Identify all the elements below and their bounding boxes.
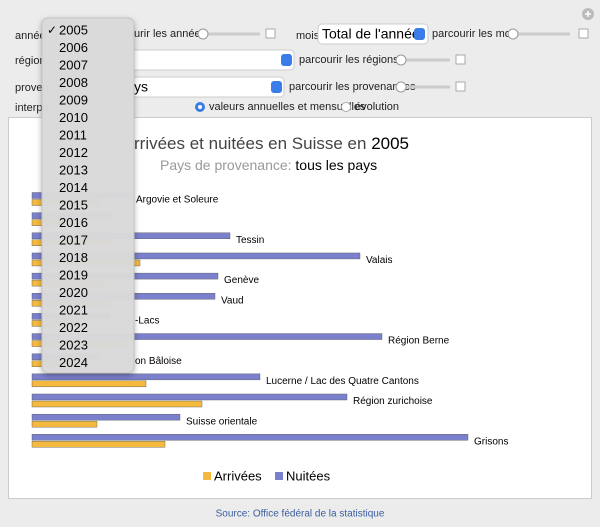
menu-item[interactable]: 2017: [59, 232, 88, 247]
title-year: 2005: [371, 134, 409, 153]
menu-item[interactable]: 2024: [59, 355, 88, 370]
menu-item[interactable]: 2006: [59, 40, 88, 55]
label: parcourir les provenances: [289, 81, 416, 93]
bar: [31, 380, 147, 388]
legend-swatch: [203, 472, 211, 480]
menu-item[interactable]: 2020: [59, 285, 88, 300]
plus-button[interactable]: [578, 28, 589, 39]
subtitle-text: Pays de provenance:: [160, 157, 292, 173]
checkmark: ✓: [47, 23, 57, 37]
menu-item[interactable]: 2018: [59, 250, 88, 265]
label: proven: [15, 82, 49, 94]
radio[interactable]: [341, 102, 351, 112]
label: région: [15, 55, 46, 67]
bar-label: Lucerne / Lac des Quatre Cantons: [266, 376, 419, 387]
bar: [31, 373, 261, 381]
slider-thumb[interactable]: [507, 28, 519, 40]
legend-swatch: [275, 472, 283, 480]
select-arrow: [281, 54, 292, 66]
label: parcourir les régions: [299, 54, 399, 66]
bar-label: Vaud: [221, 295, 244, 306]
menu-item[interactable]: 2019: [59, 267, 88, 282]
region-select[interactable]: [119, 49, 295, 71]
bar: [31, 252, 361, 260]
label: année: [15, 30, 46, 42]
menu-item[interactable]: 2012: [59, 145, 88, 160]
source: Source: Office fédéral de la statistique: [216, 509, 385, 520]
menu-item[interactable]: 2008: [59, 75, 88, 90]
chart-title: rrivées et nuitées en Suisse en 2005: [134, 134, 409, 153]
bar-label: Tessin: [236, 235, 264, 246]
label: interpo: [15, 102, 49, 114]
slider-thumb[interactable]: [395, 54, 407, 66]
bar-label: Suisse orientale: [186, 416, 258, 427]
bar: [31, 434, 469, 441]
bar: [31, 413, 181, 421]
menu-item[interactable]: 2010: [59, 110, 88, 125]
radio-dot: [198, 105, 202, 109]
plus-button[interactable]: [265, 28, 276, 39]
legend-label: Nuitées: [286, 468, 331, 483]
menu-item[interactable]: 2014: [59, 180, 88, 195]
bar-label: Grisons: [474, 436, 508, 447]
bar-label: Région zurichoise: [353, 396, 433, 407]
label: valeurs annuelles et mensuelles: [209, 101, 366, 113]
label: évolution: [355, 101, 399, 113]
bar: [31, 420, 98, 428]
plus-button[interactable]: [455, 81, 466, 92]
select-arrow: [271, 81, 282, 93]
legend-label: Arrivées: [214, 468, 262, 483]
slider-thumb[interactable]: [197, 28, 209, 40]
menu-item[interactable]: 2011: [59, 127, 87, 142]
bar: [31, 400, 203, 408]
bar: [31, 441, 166, 448]
menu-item[interactable]: 2013: [59, 162, 88, 177]
legend: Arrivées Nuitées: [203, 468, 331, 483]
add-icon: [585, 11, 591, 17]
select-arrow: [414, 28, 425, 40]
label: mois: [296, 30, 320, 42]
menu-item[interactable]: 2015: [59, 197, 88, 212]
subtitle-value: tous les pays: [295, 157, 377, 173]
slider-thumb[interactable]: [395, 81, 407, 93]
menu-item[interactable]: 2016: [59, 215, 88, 230]
bar-label: -Lacs: [135, 316, 159, 327]
menu-item[interactable]: 2022: [59, 320, 88, 335]
label: parcourir les mois: [432, 28, 519, 40]
year-menu: ✓ 2005 2006 2007 2008 2009 2010 2011 2012 2013 20…: [41, 17, 135, 374]
select-value: ys: [134, 79, 148, 95]
bar: [31, 333, 383, 340]
menu-item[interactable]: 2007: [59, 57, 88, 72]
month-select[interactable]: [317, 23, 429, 45]
plus-button[interactable]: [455, 54, 466, 65]
bar-label: Valais: [366, 255, 393, 266]
chart-subtitle: Pays de provenance: tous les pays: [160, 157, 377, 173]
bar: [31, 393, 348, 401]
menu-item[interactable]: 2005: [59, 22, 88, 37]
menu-item[interactable]: 2021: [59, 302, 88, 317]
bar-label: Région Berne: [388, 336, 450, 347]
select-value: Total de l'année: [322, 26, 420, 42]
menu-item[interactable]: 2009: [59, 92, 88, 107]
bar-label: on Bâloise: [135, 356, 182, 367]
label: urir les années: [134, 28, 207, 40]
title-text: rrivées et nuitées en Suisse en: [134, 134, 371, 153]
bar-label: Genève: [224, 275, 259, 286]
menu-panel: [41, 17, 135, 374]
menu-item[interactable]: 2023: [59, 337, 88, 352]
bar-label: Argovie et Soleure: [136, 195, 219, 206]
